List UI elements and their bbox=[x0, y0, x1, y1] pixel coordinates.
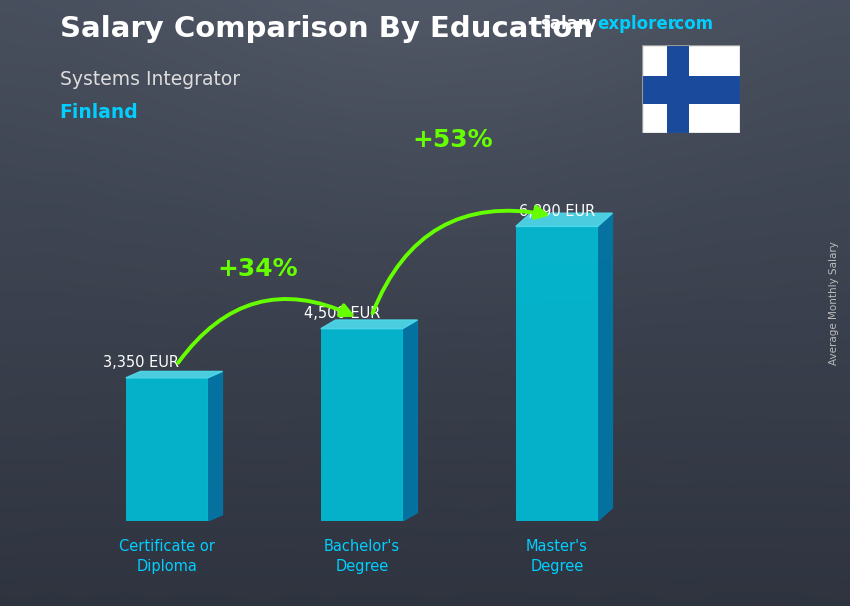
Bar bbox=[642, 76, 740, 104]
Polygon shape bbox=[516, 213, 613, 227]
Bar bbox=[126, 378, 207, 521]
Text: +53%: +53% bbox=[412, 128, 493, 152]
Polygon shape bbox=[598, 213, 613, 521]
Text: Master's
Degree: Master's Degree bbox=[526, 539, 587, 574]
Text: 3,350 EUR: 3,350 EUR bbox=[104, 355, 179, 370]
Text: +34%: +34% bbox=[217, 257, 298, 281]
Polygon shape bbox=[403, 320, 417, 521]
Text: 4,500 EUR: 4,500 EUR bbox=[304, 306, 381, 321]
Text: Bachelor's
Degree: Bachelor's Degree bbox=[324, 539, 400, 574]
Bar bbox=[320, 328, 403, 521]
Text: .com: .com bbox=[668, 15, 713, 33]
Polygon shape bbox=[320, 320, 417, 328]
Bar bbox=[667, 45, 688, 133]
Polygon shape bbox=[207, 371, 223, 521]
Text: Average Monthly Salary: Average Monthly Salary bbox=[829, 241, 839, 365]
Bar bbox=[516, 227, 598, 521]
Text: Salary Comparison By Education: Salary Comparison By Education bbox=[60, 15, 592, 43]
Polygon shape bbox=[126, 371, 223, 378]
Text: Finland: Finland bbox=[60, 103, 139, 122]
Text: Certificate or
Diploma: Certificate or Diploma bbox=[119, 539, 215, 574]
Text: explorer: explorer bbox=[598, 15, 677, 33]
Text: Systems Integrator: Systems Integrator bbox=[60, 70, 240, 88]
Text: salary: salary bbox=[540, 15, 597, 33]
Text: 6,890 EUR: 6,890 EUR bbox=[518, 204, 595, 219]
